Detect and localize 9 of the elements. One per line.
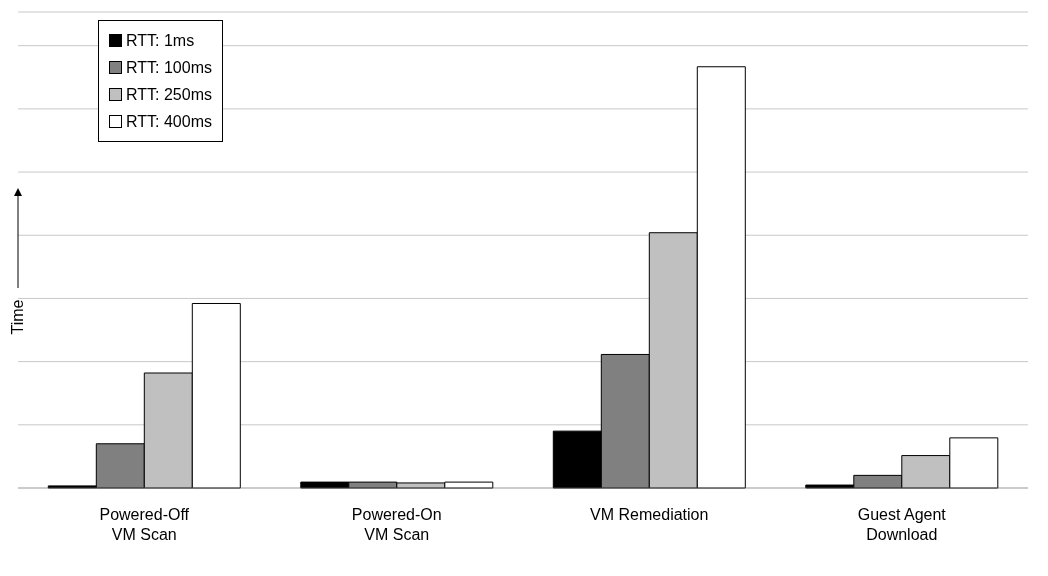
x-tick-label: VM Remediation bbox=[590, 506, 709, 523]
x-tick-label: Powered-On VM Scan bbox=[351, 506, 442, 543]
x-tick-label: Guest Agent Download bbox=[857, 506, 947, 543]
legend-label: RTT: 100ms bbox=[126, 58, 212, 77]
legend-label: RTT: 1ms bbox=[126, 31, 195, 50]
y-axis-title: Time bbox=[9, 299, 27, 335]
legend-label: RTT: 400ms bbox=[126, 112, 212, 131]
x-tick-label: Powered-Off VM Scan bbox=[99, 506, 190, 543]
legend-label: RTT: 250ms bbox=[126, 85, 212, 104]
